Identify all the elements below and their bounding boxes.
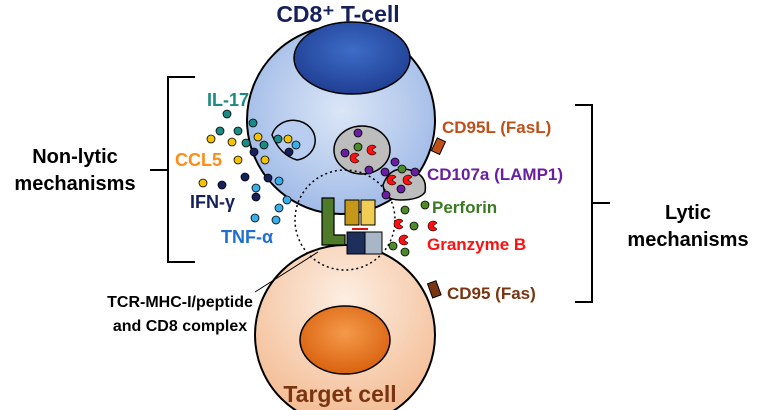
cd95-receptor bbox=[426, 280, 442, 299]
molecule-dot bbox=[240, 172, 250, 182]
non-lytic-label-2: mechanisms bbox=[14, 173, 135, 195]
molecule-dot bbox=[233, 155, 243, 165]
molecule-dot bbox=[283, 134, 293, 144]
cd8-coreceptor bbox=[321, 197, 346, 246]
label-granzyme-b: Granzyme B bbox=[427, 235, 526, 254]
molecule-dot bbox=[353, 128, 363, 138]
molecule-dot bbox=[206, 134, 216, 144]
granule-vesicle bbox=[333, 125, 391, 175]
molecule-dot bbox=[259, 140, 269, 150]
molecule-dot bbox=[410, 167, 420, 177]
target-cell-title: Target cell bbox=[283, 381, 396, 407]
lytic-bracket bbox=[575, 104, 610, 303]
label-ifn-gamma: IFN-γ bbox=[190, 192, 235, 212]
molecule-dot bbox=[397, 164, 407, 174]
granzyme-mark bbox=[398, 234, 409, 246]
mhc-i-heavy bbox=[346, 231, 366, 255]
molecule-dot bbox=[340, 148, 350, 158]
non-lytic-label: Non-lytic bbox=[32, 146, 118, 168]
molecule-dot bbox=[241, 138, 251, 148]
molecule-dot bbox=[390, 157, 400, 167]
molecule-dot bbox=[420, 200, 430, 210]
molecule-dot bbox=[248, 118, 258, 128]
molecule-dot bbox=[222, 109, 232, 119]
fasl-ligand bbox=[430, 137, 447, 156]
molecule-dot bbox=[198, 178, 208, 188]
complex-label: TCR-MHC-I/peptide bbox=[107, 294, 253, 311]
molecule-dot bbox=[284, 147, 294, 157]
molecule-dot bbox=[250, 213, 260, 223]
label-cd95l: CD95L (FasL) bbox=[442, 118, 551, 137]
label-il17: IL-17 bbox=[207, 90, 249, 110]
molecule-dot bbox=[409, 221, 419, 231]
lytic-label: Lytic bbox=[665, 202, 711, 224]
label-tnf-alpha: TNF-α bbox=[221, 227, 273, 247]
granzyme-mark bbox=[386, 174, 397, 186]
molecule-dot bbox=[249, 147, 259, 157]
molecule-dot bbox=[271, 215, 281, 225]
granzyme-mark bbox=[366, 144, 377, 156]
synapse-circle bbox=[294, 169, 396, 271]
granzyme-mark bbox=[349, 152, 360, 164]
lytic-label-2: mechanisms bbox=[627, 229, 748, 251]
molecule-dot bbox=[364, 165, 374, 175]
granzyme-mark bbox=[393, 218, 404, 230]
molecule-dot bbox=[227, 137, 237, 147]
molecule-dot bbox=[381, 190, 391, 200]
molecule-dots bbox=[198, 109, 438, 257]
molecule-dot bbox=[396, 184, 406, 194]
granzyme-mark bbox=[427, 220, 438, 232]
molecule-dot bbox=[253, 132, 263, 142]
tcr-alpha bbox=[344, 199, 360, 226]
molecule-dot bbox=[380, 167, 390, 177]
label-perforin: Perforin bbox=[432, 198, 497, 217]
molecule-dot bbox=[263, 173, 273, 183]
mhc-i-b2m bbox=[364, 231, 383, 255]
molecule-dot bbox=[260, 155, 270, 165]
molecule-dot bbox=[274, 203, 284, 213]
molecule-dot bbox=[273, 134, 283, 144]
tcr-beta bbox=[360, 199, 376, 226]
molecule-dot bbox=[251, 183, 261, 193]
molecule-dot bbox=[400, 247, 410, 257]
molecule-dot bbox=[388, 241, 398, 251]
molecule-dot bbox=[353, 142, 363, 152]
complex-label-2: and CD8 complex bbox=[113, 318, 247, 335]
molecule-dot bbox=[217, 180, 227, 190]
molecule-dot bbox=[291, 140, 301, 150]
non-lytic-bracket bbox=[150, 76, 195, 263]
molecule-dot bbox=[251, 192, 261, 202]
complex-pointer bbox=[254, 251, 319, 293]
t-cell-title: CD8⁺ T-cell bbox=[276, 1, 399, 27]
granzyme-mark bbox=[402, 174, 413, 186]
label-cd107a: CD107a (LAMP1) bbox=[427, 165, 563, 184]
molecule-dot bbox=[274, 176, 284, 186]
molecule-dot bbox=[233, 126, 243, 136]
molecule-dot bbox=[282, 195, 292, 205]
target-nucleus bbox=[299, 305, 391, 375]
label-cd95: CD95 (Fas) bbox=[447, 284, 536, 303]
molecule-dot bbox=[215, 126, 225, 136]
molecule-dot bbox=[400, 205, 410, 215]
label-ccl5: CCL5 bbox=[175, 150, 222, 170]
t-cell-nucleus bbox=[293, 21, 411, 95]
